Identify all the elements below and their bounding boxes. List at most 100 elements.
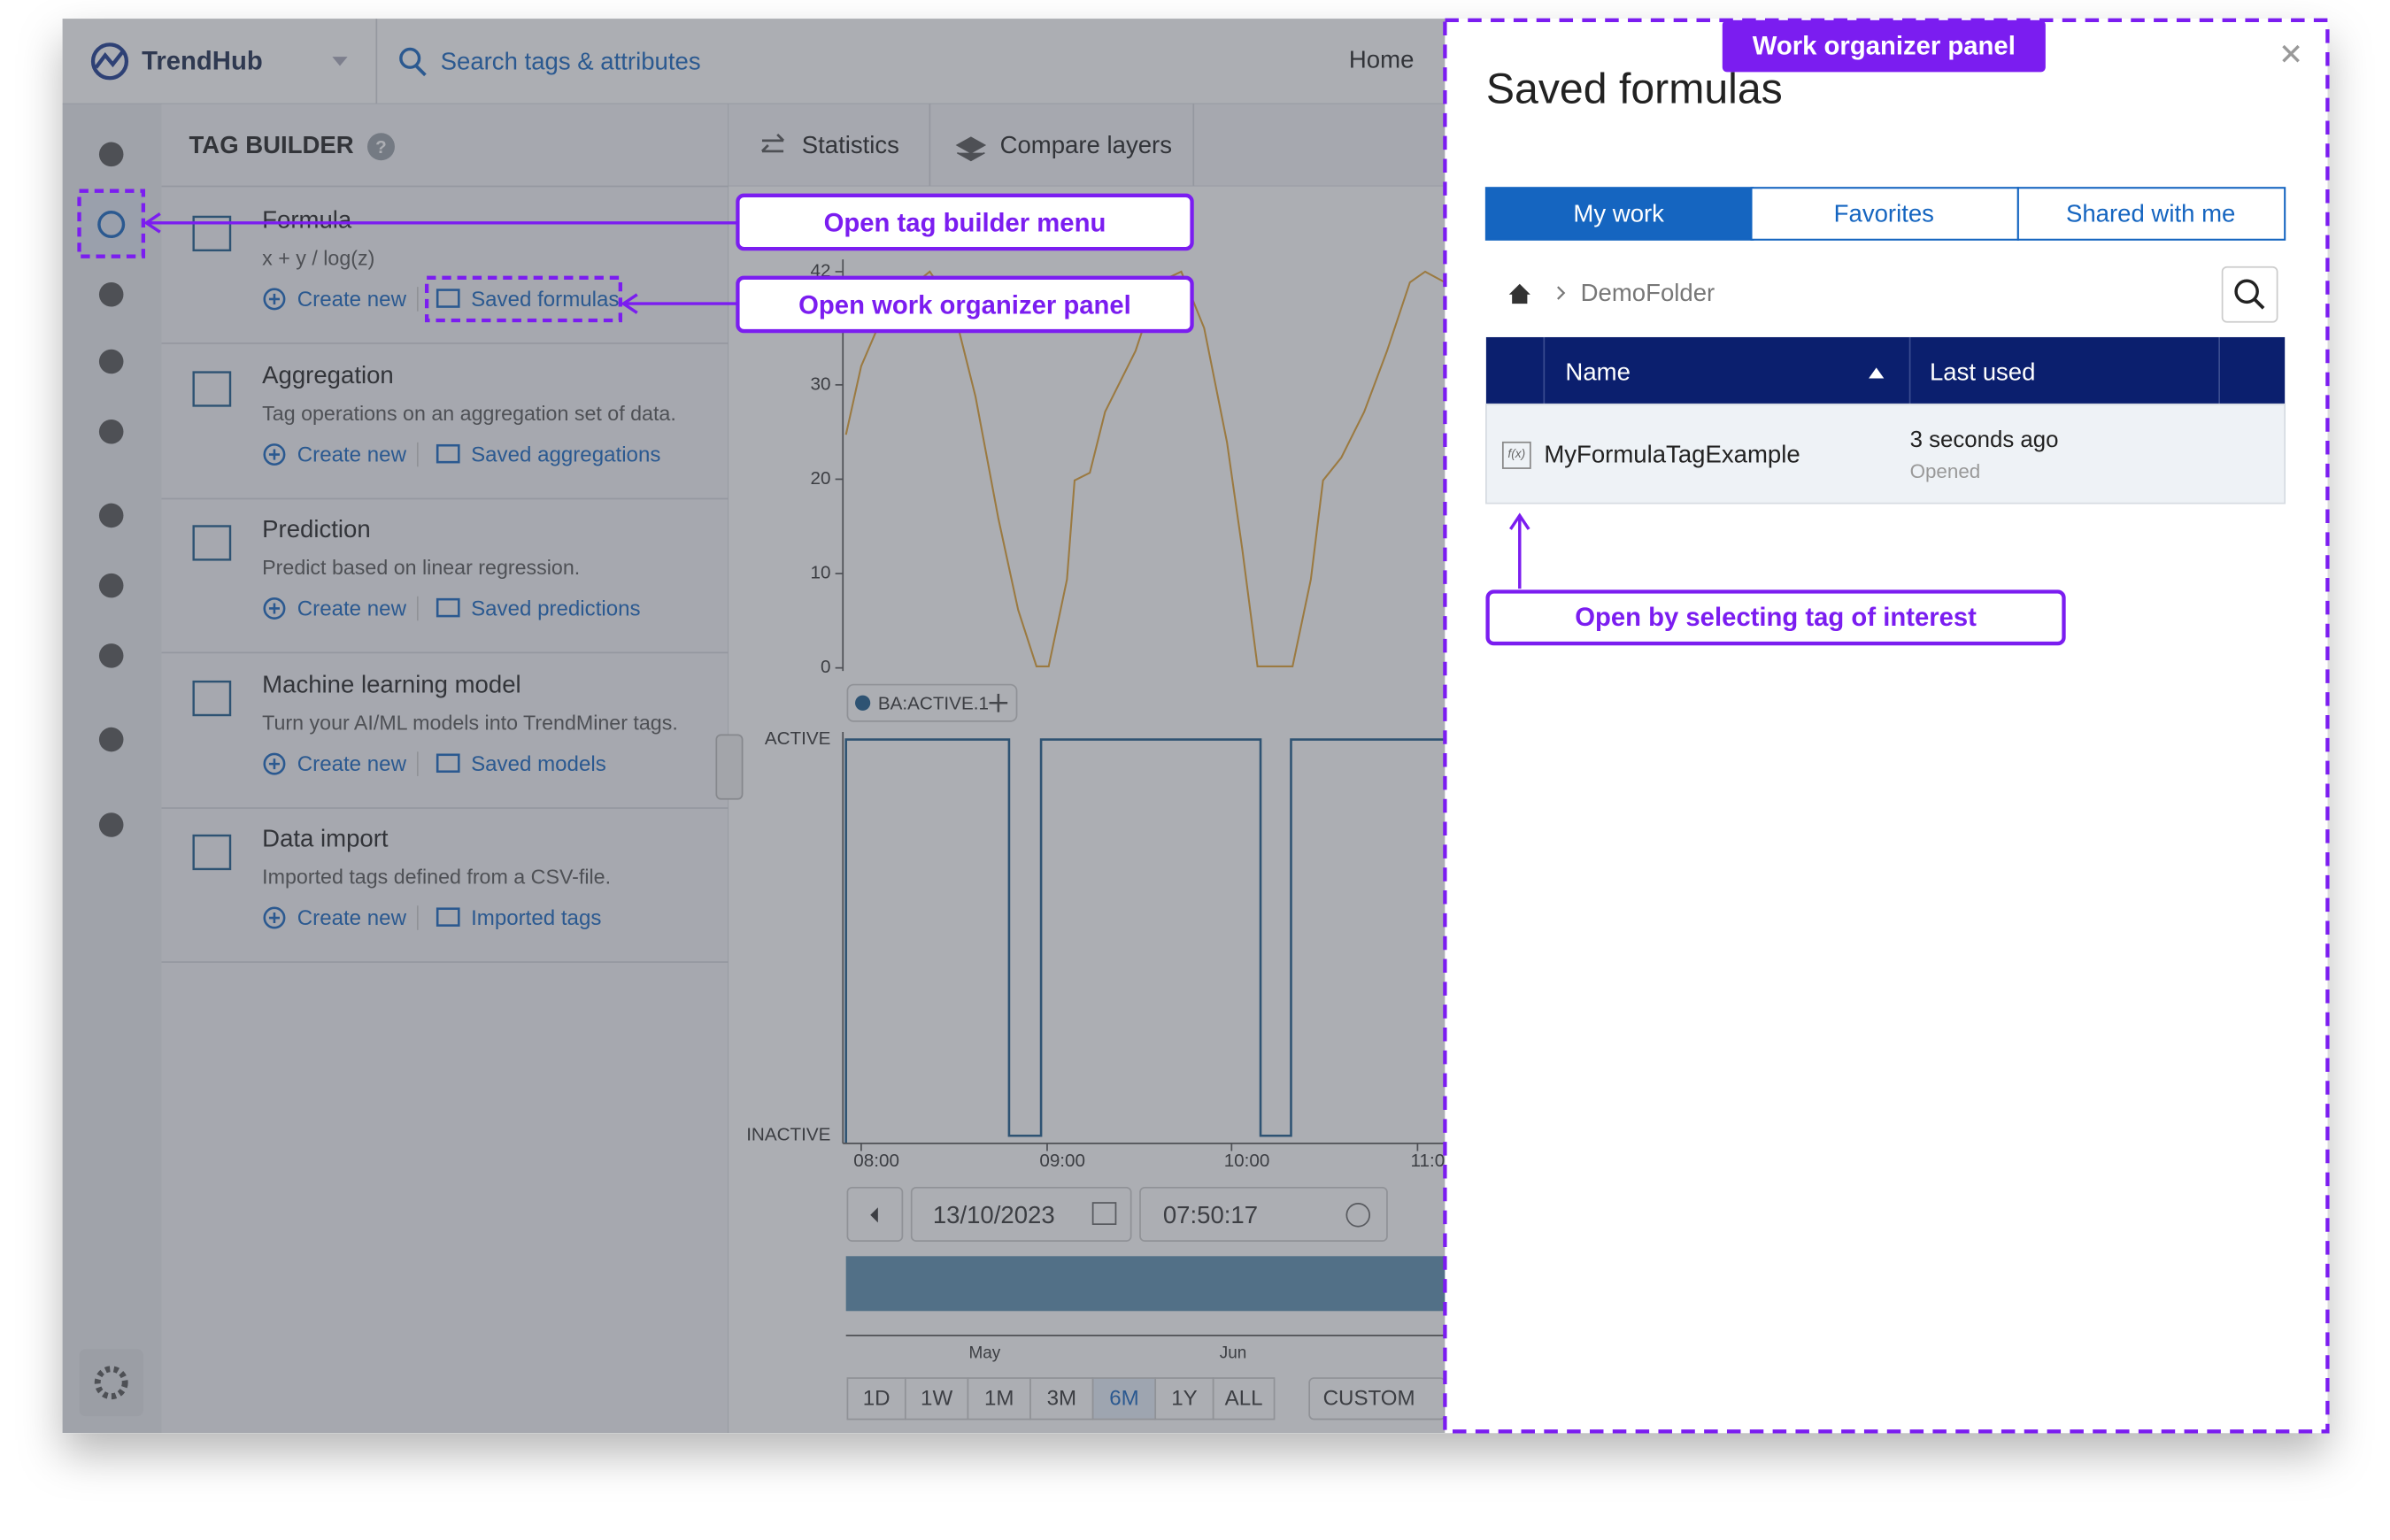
month-label: May xyxy=(968,1344,1000,1363)
state-line xyxy=(844,738,1446,1143)
item-title[interactable]: Data import xyxy=(262,824,389,851)
range-label: 6M xyxy=(1109,1387,1138,1411)
item-title[interactable]: Prediction xyxy=(262,515,371,543)
range-button[interactable] xyxy=(1029,1377,1094,1421)
row-icon: f(x) xyxy=(1507,447,1525,460)
item-title[interactable]: Aggregation xyxy=(262,361,394,389)
item-title[interactable]: Machine learning model xyxy=(262,671,520,698)
saved-link[interactable]: Saved formulas xyxy=(471,288,619,312)
saved-link[interactable]: Saved aggregations xyxy=(471,443,660,467)
clock-icon xyxy=(1345,1203,1371,1228)
logo-mark xyxy=(94,49,126,69)
logo xyxy=(90,42,129,81)
panel-tab[interactable] xyxy=(2016,187,2286,241)
table-header xyxy=(1485,336,2286,404)
callout xyxy=(736,193,1194,251)
navigator[interactable] xyxy=(845,1256,1446,1312)
create-icon xyxy=(268,449,280,460)
move-icon[interactable] xyxy=(989,693,1008,712)
annotations: Work organizer panel Open tag builder me… xyxy=(77,18,2330,1434)
saved-link[interactable]: Saved models xyxy=(471,752,606,776)
date-input[interactable] xyxy=(910,1186,1132,1242)
time-value: 07:50:17 xyxy=(1163,1201,1258,1228)
range-button[interactable] xyxy=(967,1377,1031,1421)
panel-tab[interactable] xyxy=(1750,187,2019,241)
item-icon xyxy=(192,525,232,561)
view-tab[interactable]: Statistics xyxy=(802,131,899,158)
range-button[interactable] xyxy=(1154,1377,1214,1421)
y-tick-label: 0 xyxy=(821,657,831,677)
state-label: ACTIVE xyxy=(765,728,831,749)
brand-caret[interactable] xyxy=(332,57,348,66)
row-status: Opened xyxy=(1910,460,1981,482)
sidebar-icon xyxy=(97,211,126,239)
row-icon-frame xyxy=(1501,441,1531,469)
create-icon xyxy=(263,288,286,311)
search-icon xyxy=(399,47,421,69)
view-tab[interactable]: Compare layers xyxy=(1000,131,1172,158)
row-last-used: 3 seconds ago xyxy=(1910,427,2059,452)
range-label: ALL xyxy=(1225,1387,1263,1411)
nav-home[interactable]: Home xyxy=(1349,46,1414,73)
folder-icon xyxy=(436,443,460,464)
column-header[interactable]: Last used xyxy=(1930,358,2035,386)
arrow xyxy=(143,212,738,234)
saved-link[interactable]: Imported tags xyxy=(471,906,601,930)
annotation-label xyxy=(1722,19,2046,73)
create-link[interactable]: Create new xyxy=(297,288,407,312)
callout-text: Open tag builder menu xyxy=(824,209,1106,237)
create-icon xyxy=(268,758,280,770)
sidebar-icon xyxy=(98,643,124,668)
y-tick-label: 10 xyxy=(810,562,830,582)
breadcrumb[interactable]: DemoFolder xyxy=(1581,279,1715,306)
callout xyxy=(1485,589,2066,646)
panel-tabs: My work Favorites Shared with me xyxy=(1484,187,2286,241)
home-icon[interactable] xyxy=(1508,283,1530,304)
item-icon xyxy=(192,834,232,871)
create-icon xyxy=(263,752,286,775)
overlay[interactable] xyxy=(62,19,1446,1434)
sidebar-icon xyxy=(98,812,124,837)
range-button[interactable] xyxy=(1212,1377,1276,1421)
close-button[interactable] xyxy=(2282,44,2300,63)
highlight-box xyxy=(424,275,622,323)
time-input[interactable] xyxy=(1139,1186,1388,1242)
breadcrumb-separator xyxy=(1557,286,1566,300)
item-title[interactable]: Formula xyxy=(262,205,352,233)
callout xyxy=(736,275,1194,334)
create-icon xyxy=(268,293,280,304)
calendar-icon xyxy=(1091,1202,1117,1225)
table-row[interactable] xyxy=(1485,403,2286,504)
item-description: Tag operations on an aggregation set of … xyxy=(262,402,676,425)
highlight-box xyxy=(77,189,146,258)
create-link[interactable]: Create new xyxy=(297,752,407,776)
search-button[interactable] xyxy=(2221,266,2278,323)
y-ticks: 42 30 20 10 0 xyxy=(810,260,844,677)
create-link[interactable]: Create new xyxy=(297,597,407,621)
folder-icon xyxy=(436,753,460,774)
tag-chip[interactable] xyxy=(846,683,1018,722)
folder-icon xyxy=(436,907,460,927)
annotation-text: Work organizer panel xyxy=(1753,33,2016,61)
sidebar-button[interactable] xyxy=(79,192,143,257)
panel-tab[interactable] xyxy=(1484,187,1754,241)
create-link[interactable]: Create new xyxy=(297,443,407,467)
panel-title: Saved formulas xyxy=(1486,65,1783,112)
tag-chip-label: BA:ACTIVE.1 xyxy=(878,693,989,713)
create-icon xyxy=(263,443,286,466)
settings-button[interactable] xyxy=(79,1349,143,1417)
create-link[interactable]: Create new xyxy=(297,906,407,930)
range-button[interactable] xyxy=(846,1377,906,1421)
resize-handle[interactable] xyxy=(715,734,744,800)
arrow xyxy=(621,293,738,314)
help-icon[interactable] xyxy=(366,133,395,161)
y-tick-label: 42 xyxy=(810,260,830,281)
search-input[interactable]: Search tags & attributes xyxy=(441,47,701,74)
column-header[interactable]: Name xyxy=(1565,358,1630,386)
x-tick-label: 08:00 xyxy=(853,1151,899,1171)
saved-link[interactable]: Saved predictions xyxy=(471,597,641,621)
top-bar xyxy=(62,19,1446,104)
panel-tab-label: Favorites xyxy=(1834,199,1934,227)
range-button[interactable] xyxy=(1091,1377,1157,1421)
